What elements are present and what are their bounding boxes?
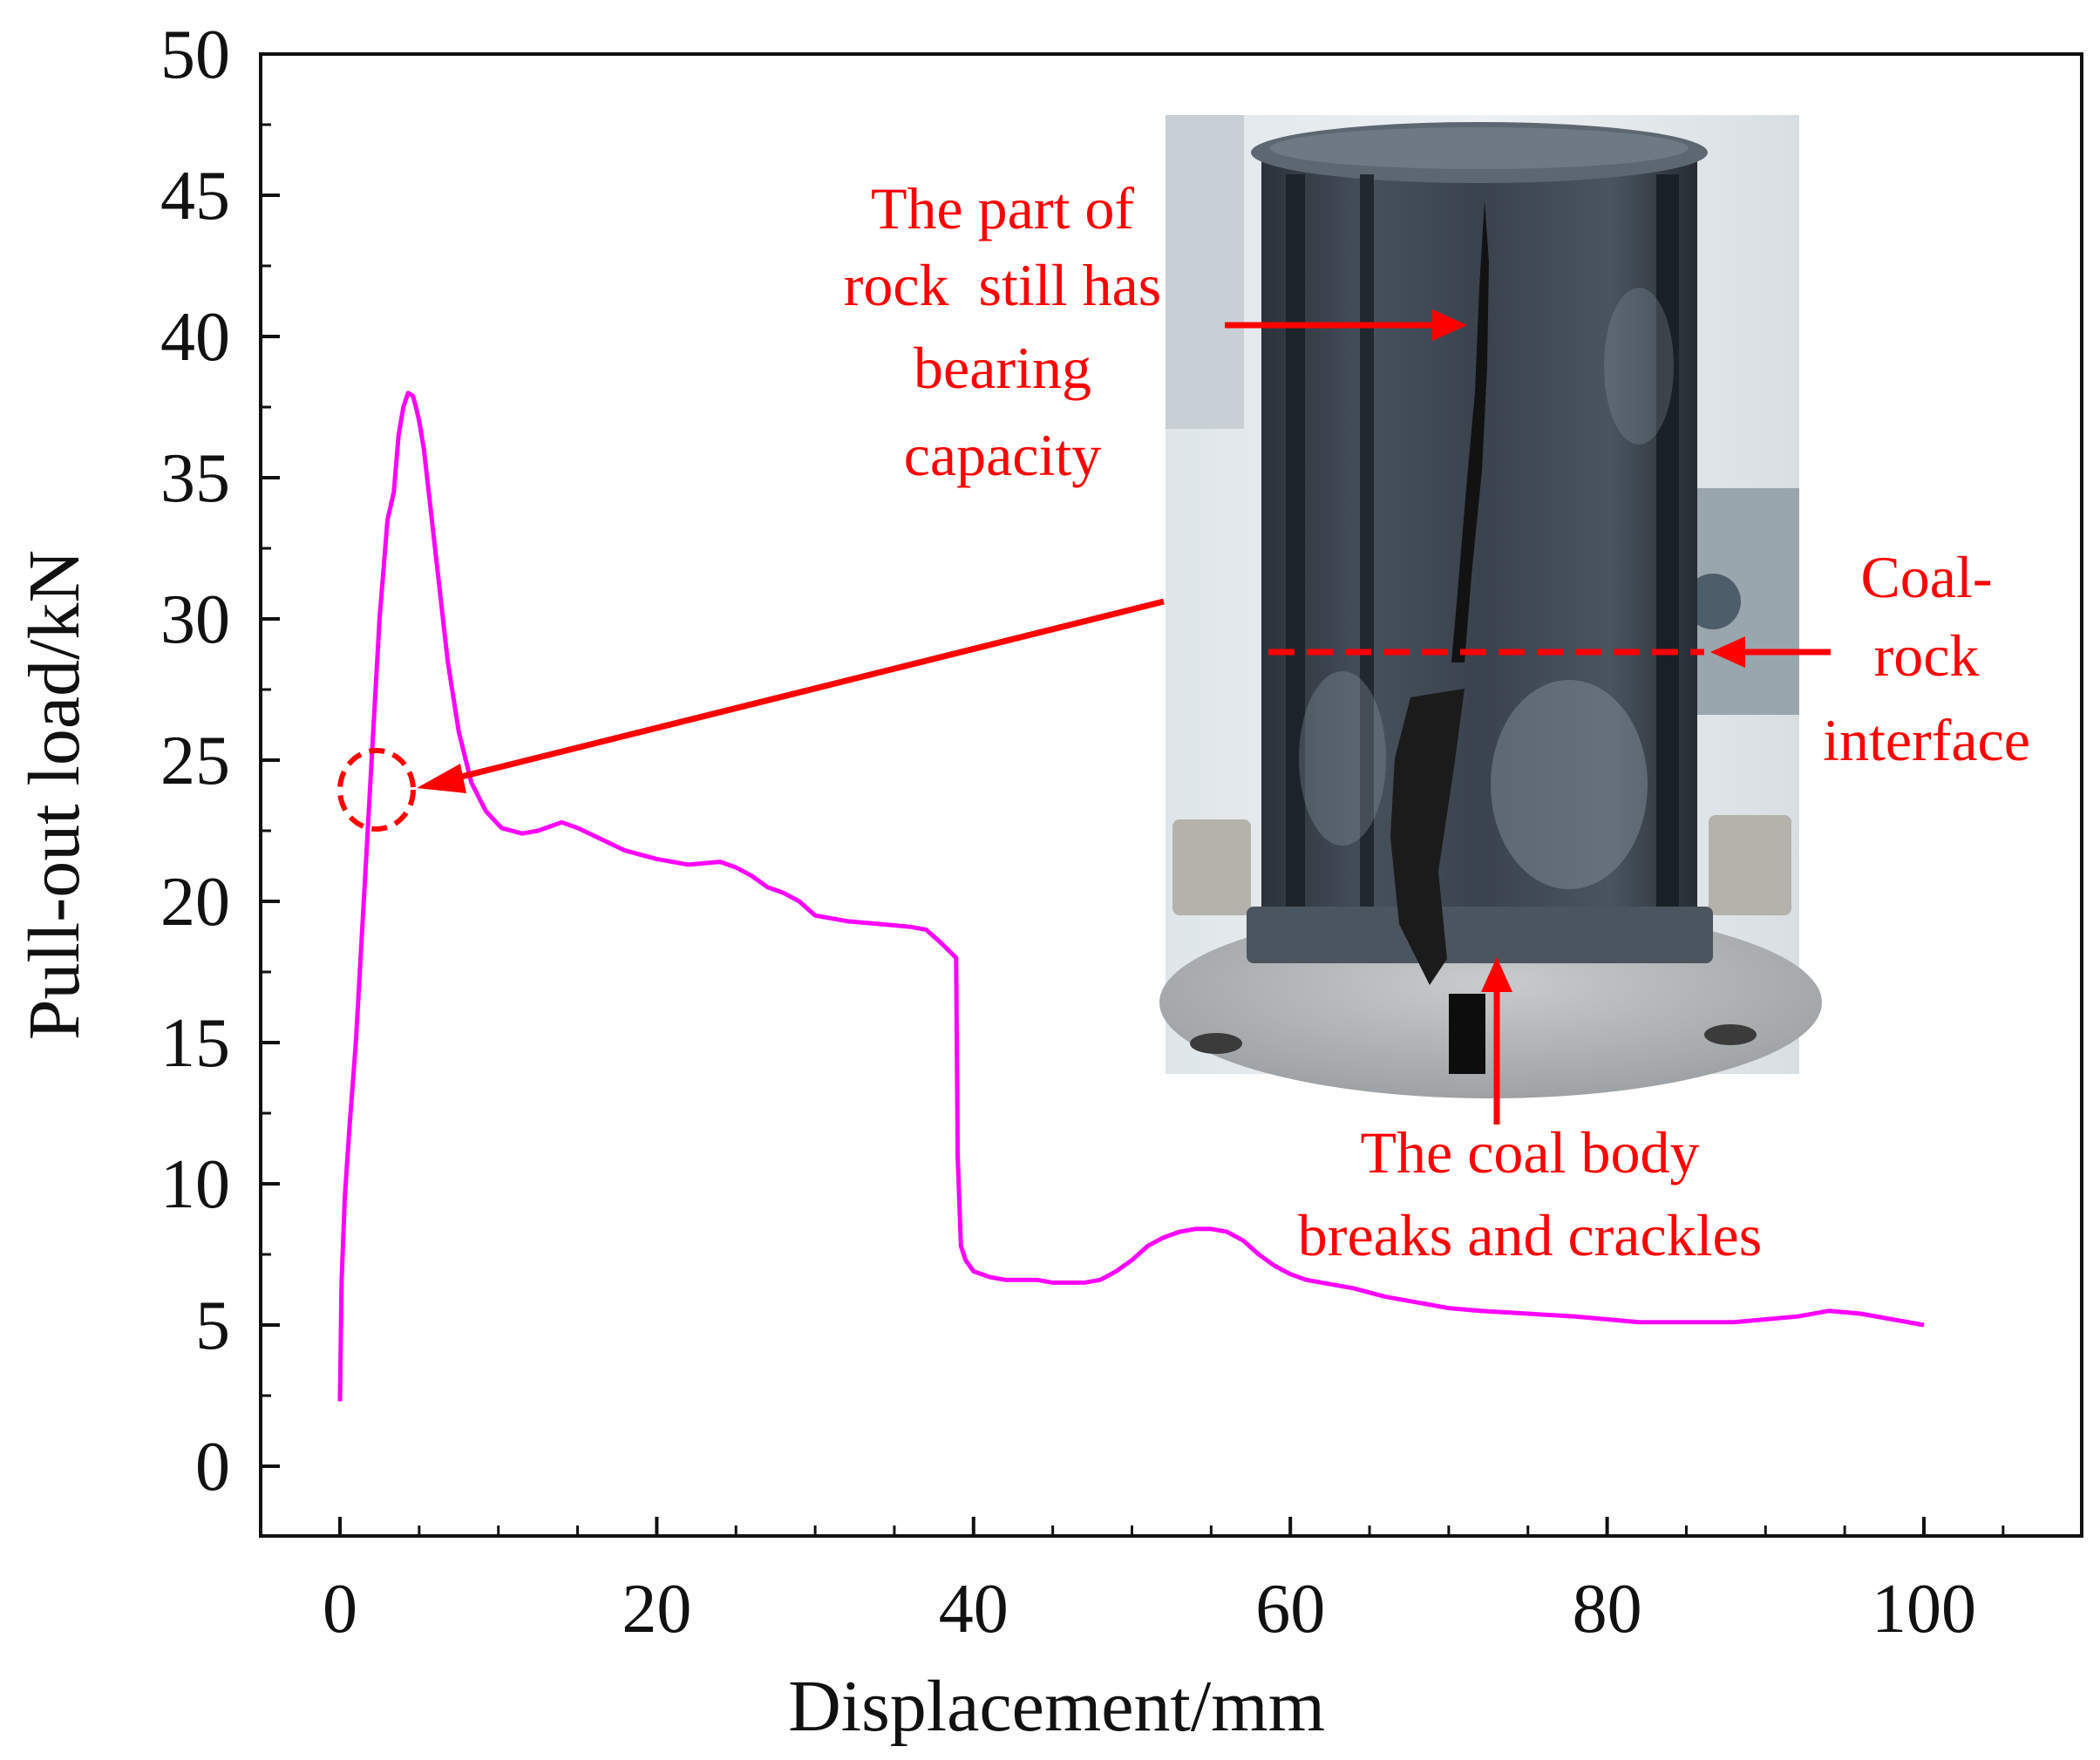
photo-cylinder-top-inner [1270, 127, 1689, 169]
y-tick-label: 0 [195, 1429, 230, 1505]
rock-note-line-3: bearing [914, 335, 1091, 401]
failure-point-marker [337, 748, 416, 832]
interface-note-arrowhead [1710, 636, 1745, 668]
rock-note-line-2: rock still has [844, 252, 1162, 318]
y-tick-label: 20 [160, 864, 230, 941]
y-tick-label: 45 [160, 158, 230, 234]
y-tick-label: 25 [160, 723, 230, 799]
y-tick-label: 40 [160, 299, 230, 376]
x-tick-labels: 0 20 40 60 80 100 [323, 1571, 1976, 1648]
photo-rib-1 [1286, 174, 1305, 933]
photo-residue-1 [1491, 680, 1648, 889]
photo-nut-left [1172, 819, 1251, 915]
photo-pointer-arrow-line [439, 598, 1165, 785]
photo-anchor-rod [1449, 994, 1485, 1074]
x-tick-label: 0 [323, 1571, 357, 1648]
coal-note-line-2: breaks and crackles [1298, 1202, 1762, 1268]
photo-base-hole-left [1190, 1033, 1242, 1054]
photo-wall-panel [1166, 115, 1244, 429]
y-tick-labels: 0 5 10 15 20 25 30 35 40 45 50 [160, 17, 230, 1505]
y-axis-title: Pull-out load/kN [14, 550, 95, 1040]
y-axis-ticks [261, 52, 280, 1468]
y-tick-label: 15 [160, 1005, 230, 1082]
photo-base-hole-right [1704, 1024, 1757, 1045]
y-tick-label: 35 [160, 440, 230, 517]
annotations: The part of rock still has bearing capac… [337, 175, 2030, 1268]
interface-note-line-3: interface [1823, 707, 2030, 773]
photo-gauge-right [1685, 574, 1741, 629]
photo-cylinder-flange [1247, 907, 1713, 963]
y-tick-label: 5 [195, 1288, 230, 1364]
interface-note-line-2: rock [1874, 622, 1980, 689]
y-tick-label: 10 [160, 1146, 230, 1223]
series-layer [337, 391, 1925, 1402]
y-tick-label: 30 [160, 581, 230, 658]
x-axis-ticks [259, 1517, 2005, 1536]
x-tick-label: 100 [1872, 1571, 1976, 1648]
photo-cylinder-body [1261, 153, 1697, 937]
x-tick-label: 60 [1255, 1571, 1325, 1648]
photo-residue-3 [1604, 288, 1674, 445]
photo-pointer-arrowhead [417, 764, 466, 793]
x-tick-label: 80 [1573, 1571, 1642, 1648]
rock-note-line-4: capacity [904, 422, 1102, 488]
y-tick-label: 50 [160, 17, 230, 93]
coal-note-arrowhead [1481, 957, 1512, 992]
plot-frame [259, 52, 2083, 1538]
photo-rib-2 [1360, 174, 1374, 933]
x-tick-label: 20 [622, 1571, 691, 1648]
photo-nut-right [1709, 815, 1791, 915]
photo-rib-3 [1656, 174, 1679, 933]
x-axis-title: Displacement/mm [788, 1666, 1325, 1747]
x-tick-label: 40 [939, 1571, 1009, 1648]
coal-note-line-1: The coal body [1361, 1119, 1700, 1186]
plot-axes [259, 52, 2083, 1538]
photo-residue-2 [1299, 671, 1386, 846]
photo-lower-coal-crack [1390, 689, 1465, 985]
rock-note-line-1: The part of [871, 175, 1134, 241]
interface-note-line-1: Coal- [1860, 544, 1992, 610]
specimen-photo [1159, 115, 1822, 1098]
rock-note-arrowhead [1432, 309, 1467, 341]
series-line-0 [337, 391, 1925, 1402]
photo-upper-crack [1451, 200, 1489, 663]
